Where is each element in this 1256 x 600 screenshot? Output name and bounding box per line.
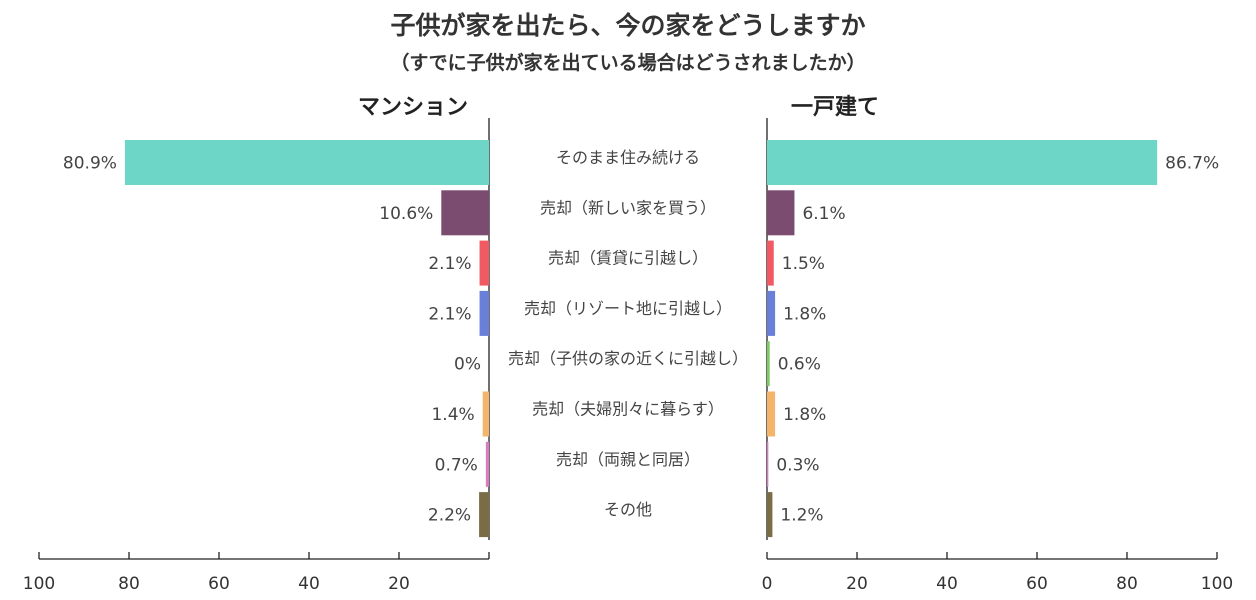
- left-x-tick-label: 20: [388, 574, 410, 594]
- right-x-tick-label: 40: [936, 574, 958, 594]
- left-bar: [479, 290, 489, 336]
- category-label: 売却（夫婦別々に暮らす）: [532, 400, 724, 419]
- right-value-label: 0.6%: [778, 355, 821, 375]
- right-bar: [767, 140, 1158, 185]
- right-value-label: 6.1%: [802, 204, 845, 224]
- category-label: 売却（両親と同居）: [556, 450, 700, 469]
- category-label: その他: [604, 500, 652, 519]
- right-x-tick-label: 20: [846, 574, 868, 594]
- right-bar: [767, 391, 776, 437]
- left-x-tick-label: 80: [118, 574, 140, 594]
- category-label: そのまま住み続ける: [556, 148, 700, 167]
- right-bar: [767, 341, 770, 387]
- left-value-label: 1.4%: [431, 405, 474, 425]
- category-label: 売却（賃貸に引越し）: [548, 249, 708, 268]
- left-x-tick-label: 60: [208, 574, 230, 594]
- right-value-label: 1.8%: [783, 405, 826, 425]
- right-x-tick-label: 0: [762, 574, 773, 594]
- left-bar: [479, 240, 489, 286]
- right-bar: [767, 190, 795, 236]
- right-bar: [767, 240, 774, 286]
- chart-marks: 20 40 60 80 100 0 20 40 60 80 100 そのまま住み続ける 80.9% 86.…: [23, 118, 1233, 594]
- right-bar: [767, 290, 776, 336]
- category-label: 売却（リゾート地に引越し）: [524, 299, 732, 318]
- left-value-label: 2.1%: [428, 254, 471, 274]
- right-value-label: 86.7%: [1165, 154, 1219, 174]
- category-label: 売却（子供の家の近くに引越し）: [508, 349, 748, 368]
- chart-title: 子供が家を出たら、今の家をどうしますか: [390, 11, 865, 40]
- left-value-label: 0%: [454, 355, 481, 375]
- left-value-label: 80.9%: [63, 154, 117, 174]
- left-bar: [124, 140, 489, 185]
- right-value-label: 1.8%: [783, 304, 826, 324]
- right-value-label: 1.2%: [780, 506, 823, 526]
- right-panel-title: 一戸建て: [791, 95, 879, 120]
- left-panel-title: マンション: [358, 95, 468, 120]
- left-x-tick-label: 100: [23, 574, 55, 594]
- category-label: 売却（新しい家を買う）: [540, 198, 716, 217]
- left-bar: [441, 190, 489, 236]
- left-value-label: 0.7%: [435, 455, 478, 475]
- right-x-tick-label: 60: [1026, 574, 1048, 594]
- chart-subtitle: （すでに子供が家を出ている場合はどうされましたか）: [390, 51, 865, 74]
- left-value-label: 2.1%: [428, 304, 471, 324]
- right-x-tick-label: 100: [1201, 574, 1233, 594]
- left-value-label: 10.6%: [379, 204, 433, 224]
- left-x-tick-label: 40: [298, 574, 320, 594]
- right-value-label: 1.5%: [782, 254, 825, 274]
- left-value-label: 2.2%: [428, 506, 471, 526]
- right-bar: [767, 492, 773, 538]
- left-bar: [485, 441, 489, 487]
- left-bar: [482, 391, 489, 437]
- right-bar: [767, 441, 769, 487]
- left-bar: [479, 492, 489, 538]
- right-x-tick-label: 80: [1116, 574, 1138, 594]
- right-value-label: 0.3%: [776, 455, 819, 475]
